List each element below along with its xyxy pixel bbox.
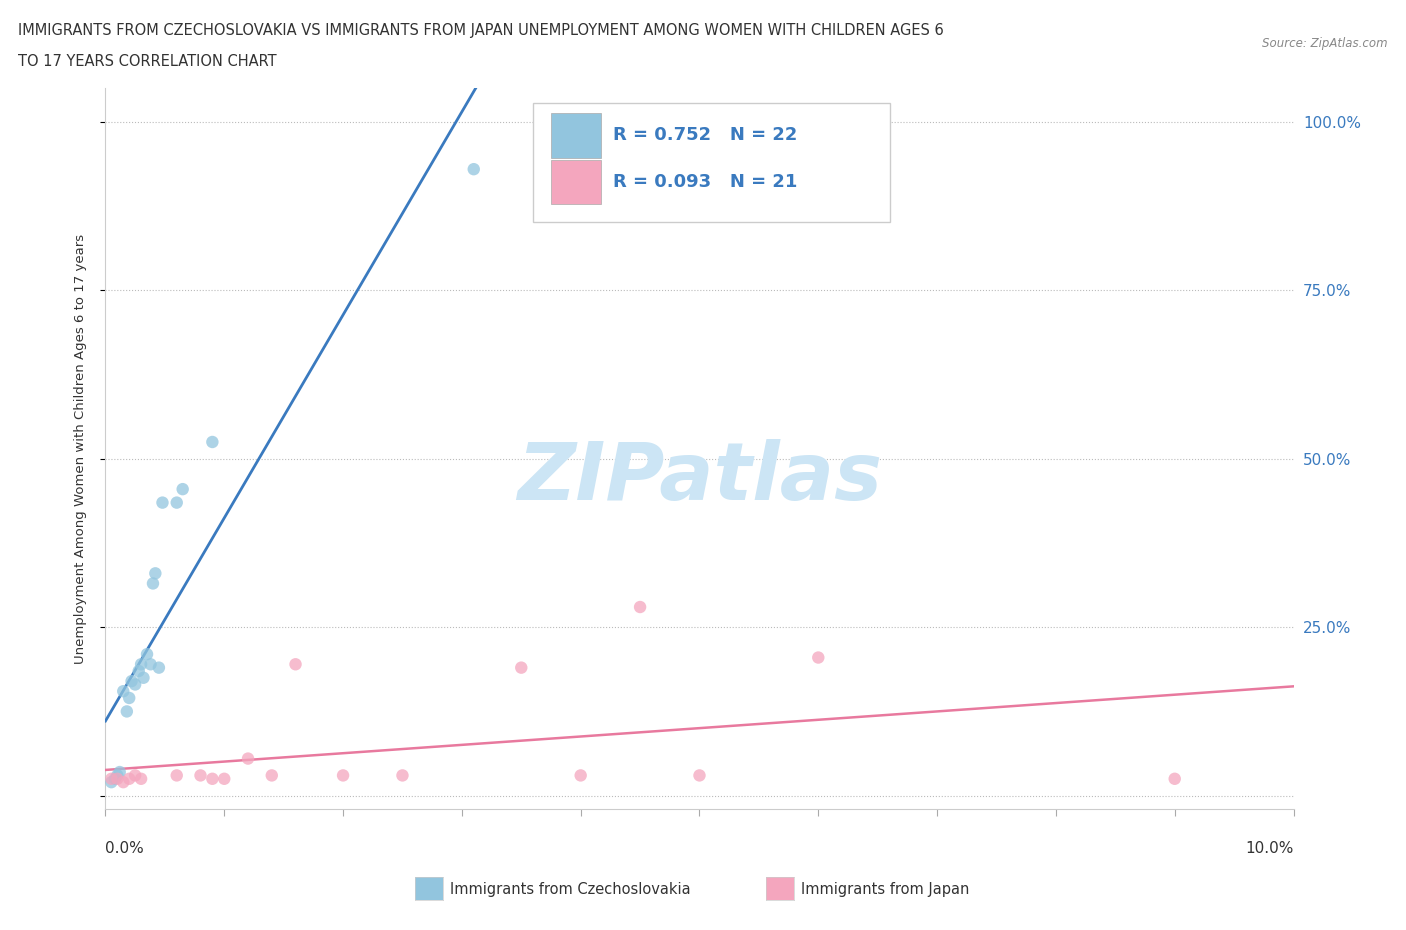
Point	[166, 768, 188, 783]
Text: R = 0.093   N = 21: R = 0.093 N = 21	[613, 173, 797, 191]
Point	[105, 771, 128, 786]
Point	[391, 768, 413, 783]
Point	[201, 434, 224, 449]
Text: Immigrants from Czechoslovakia: Immigrants from Czechoslovakia	[450, 882, 690, 897]
Point	[100, 771, 122, 786]
Text: TO 17 YEARS CORRELATION CHART: TO 17 YEARS CORRELATION CHART	[18, 54, 277, 69]
Point	[108, 764, 131, 779]
Point	[124, 677, 146, 692]
Point	[118, 690, 141, 705]
Point	[124, 768, 146, 783]
FancyBboxPatch shape	[533, 103, 890, 221]
Point	[236, 751, 259, 766]
Point	[136, 646, 159, 661]
Point	[129, 771, 152, 786]
Point	[115, 704, 138, 719]
Point	[139, 657, 162, 671]
Point	[172, 482, 194, 497]
Point	[128, 664, 150, 679]
Point	[201, 771, 224, 786]
FancyBboxPatch shape	[551, 160, 600, 205]
Point	[118, 771, 141, 786]
Text: IMMIGRANTS FROM CZECHOSLOVAKIA VS IMMIGRANTS FROM JAPAN UNEMPLOYMENT AMONG WOMEN: IMMIGRANTS FROM CZECHOSLOVAKIA VS IMMIGR…	[18, 23, 943, 38]
Point	[112, 775, 135, 790]
Point	[100, 775, 122, 790]
Text: R = 0.752   N = 22: R = 0.752 N = 22	[613, 126, 797, 144]
Point	[569, 768, 592, 783]
Point	[807, 650, 830, 665]
Point	[143, 565, 166, 580]
Point	[463, 162, 485, 177]
Text: Immigrants from Japan: Immigrants from Japan	[801, 882, 970, 897]
Point	[152, 495, 174, 510]
Point	[129, 657, 152, 671]
Point	[166, 495, 188, 510]
Text: ZIPatlas: ZIPatlas	[517, 439, 882, 516]
Point	[112, 684, 135, 698]
Point	[332, 768, 354, 783]
Text: 10.0%: 10.0%	[1246, 841, 1294, 856]
Point	[260, 768, 283, 783]
Point	[689, 768, 711, 783]
Point	[214, 771, 236, 786]
Point	[510, 660, 533, 675]
Point	[284, 657, 307, 671]
Point	[132, 671, 155, 685]
FancyBboxPatch shape	[551, 113, 600, 157]
Point	[148, 660, 170, 675]
Y-axis label: Unemployment Among Women with Children Ages 6 to 17 years: Unemployment Among Women with Children A…	[75, 233, 87, 664]
Text: Source: ZipAtlas.com: Source: ZipAtlas.com	[1263, 37, 1388, 50]
Point	[1164, 771, 1187, 786]
Point	[628, 600, 651, 615]
Point	[105, 768, 128, 783]
Text: 0.0%: 0.0%	[105, 841, 145, 856]
Point	[121, 673, 143, 688]
Point	[142, 576, 165, 591]
Point	[104, 771, 127, 786]
Point	[190, 768, 212, 783]
